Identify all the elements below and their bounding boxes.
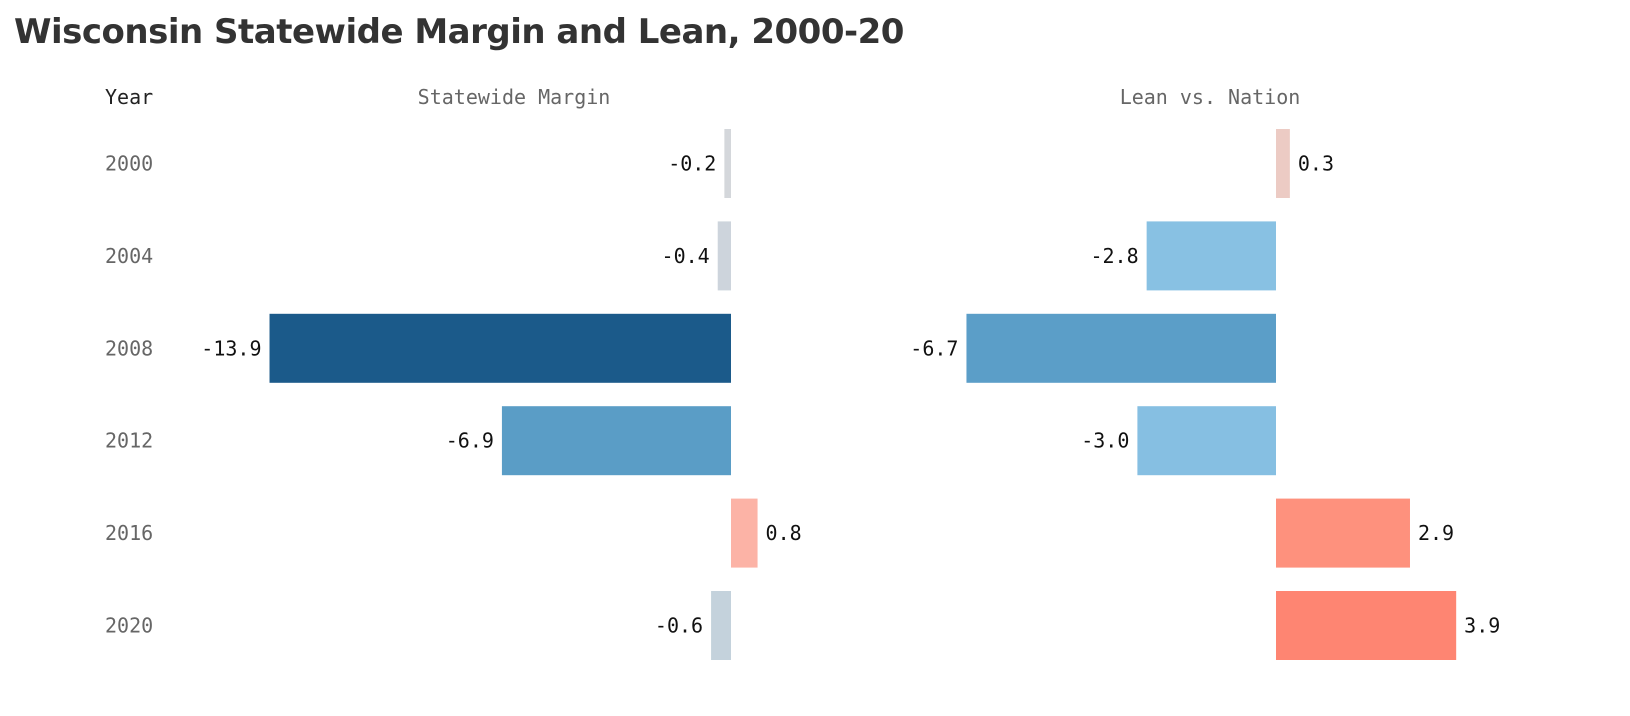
lean-bar-2012 — [1137, 406, 1276, 476]
year-header: Year — [105, 85, 153, 109]
lean-bar-2000 — [1276, 129, 1290, 198]
margin-bar-2020 — [711, 591, 731, 660]
lean-bar-2004 — [1146, 221, 1276, 291]
margin-bar-2016 — [731, 498, 758, 568]
lean-value-label: -3.0 — [1081, 429, 1129, 453]
lean-value-label: 0.3 — [1298, 152, 1334, 176]
year-label: 2008 — [105, 336, 153, 360]
year-label: 2000 — [105, 152, 153, 176]
margin-bar-2000 — [724, 129, 731, 198]
margin-value-label: 0.8 — [766, 521, 802, 545]
margin-header: Statewide Margin — [418, 85, 611, 109]
lean-bar-2020 — [1276, 591, 1457, 660]
year-label: 2016 — [105, 521, 153, 545]
lean-bar-2008 — [966, 313, 1276, 383]
year-label: 2020 — [105, 614, 153, 638]
lean-header: Lean vs. Nation — [1120, 85, 1301, 109]
lean-value-label: -6.7 — [910, 336, 958, 360]
lean-bar-2016 — [1276, 498, 1410, 568]
margin-value-label: -0.6 — [655, 614, 703, 638]
margin-bar-2004 — [717, 221, 731, 291]
margin-bar-2008 — [269, 313, 731, 383]
margin-bar-2012 — [501, 406, 731, 476]
chart-title: Wisconsin Statewide Margin and Lean, 200… — [14, 12, 904, 52]
year-label: 2004 — [105, 244, 153, 268]
margin-value-label: -0.4 — [662, 244, 710, 268]
lean-value-label: 2.9 — [1418, 521, 1454, 545]
margin-value-label: -0.2 — [668, 152, 716, 176]
margin-value-label: -6.9 — [446, 429, 494, 453]
lean-value-label: -2.8 — [1090, 244, 1138, 268]
year-label: 2012 — [105, 429, 153, 453]
lean-value-label: 3.9 — [1464, 614, 1500, 638]
margin-value-label: -13.9 — [201, 336, 261, 360]
